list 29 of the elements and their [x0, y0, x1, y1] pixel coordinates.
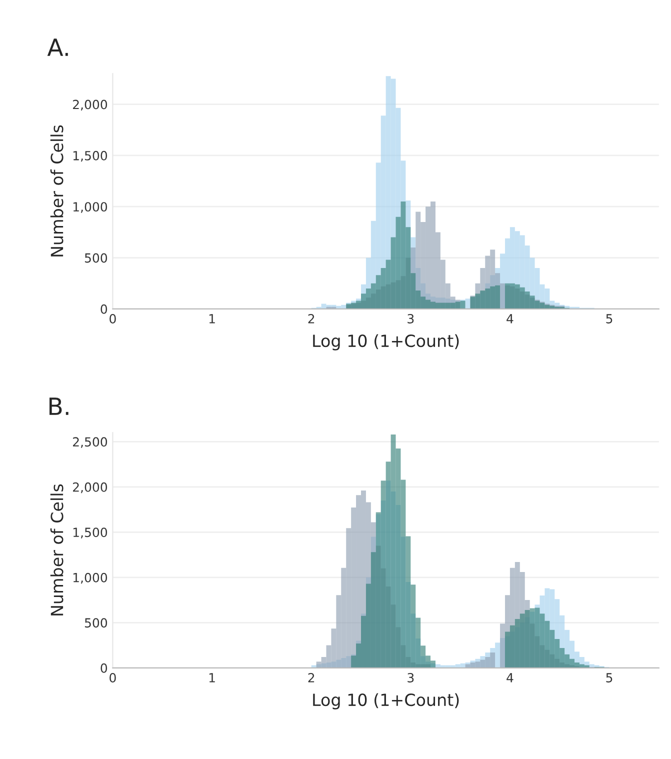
x-tick-label: 5 — [606, 673, 612, 682]
x-axis-title: Log 10 (1+Count) — [313, 334, 459, 350]
y-tick-label: 1,500 — [73, 150, 108, 162]
y-tick-label: 0 — [100, 663, 108, 673]
x-tick-label: 1 — [209, 673, 215, 682]
x-tick-label: 4 — [506, 314, 514, 324]
x-tick-label: 1 — [209, 314, 215, 324]
y-tick-label: 0 — [100, 304, 108, 314]
x-tick-label: 3 — [408, 673, 414, 682]
x-axis-title: Log 10 (1+Count) — [313, 693, 459, 710]
y-tick-label: 2,500 — [73, 437, 108, 448]
x-tick-label: 0 — [110, 673, 116, 682]
x-tick-label: 5 — [606, 314, 612, 324]
y-tick-label: 2,000 — [73, 482, 108, 494]
y-tick-label: 1,000 — [73, 202, 108, 213]
y-axis-title: Number of Cells — [50, 484, 64, 616]
y-tick-label: 1,000 — [73, 572, 108, 584]
x-tick-label: 2 — [308, 314, 314, 324]
x-tick-label: 0 — [110, 314, 116, 324]
y-axis-title: Number of Cells — [50, 125, 64, 256]
y-tick-label: 2,000 — [73, 100, 108, 111]
x-tick-label: 2 — [308, 673, 314, 682]
y-tick-label: 500 — [84, 253, 108, 263]
chart-title: A. — [47, 38, 68, 56]
x-tick-label: 3 — [408, 314, 414, 324]
y-tick-label: 1,500 — [73, 528, 108, 538]
y-tick-label: 500 — [84, 618, 108, 628]
x-tick-label: 4 — [506, 673, 514, 682]
chart-title: B. — [50, 398, 68, 415]
